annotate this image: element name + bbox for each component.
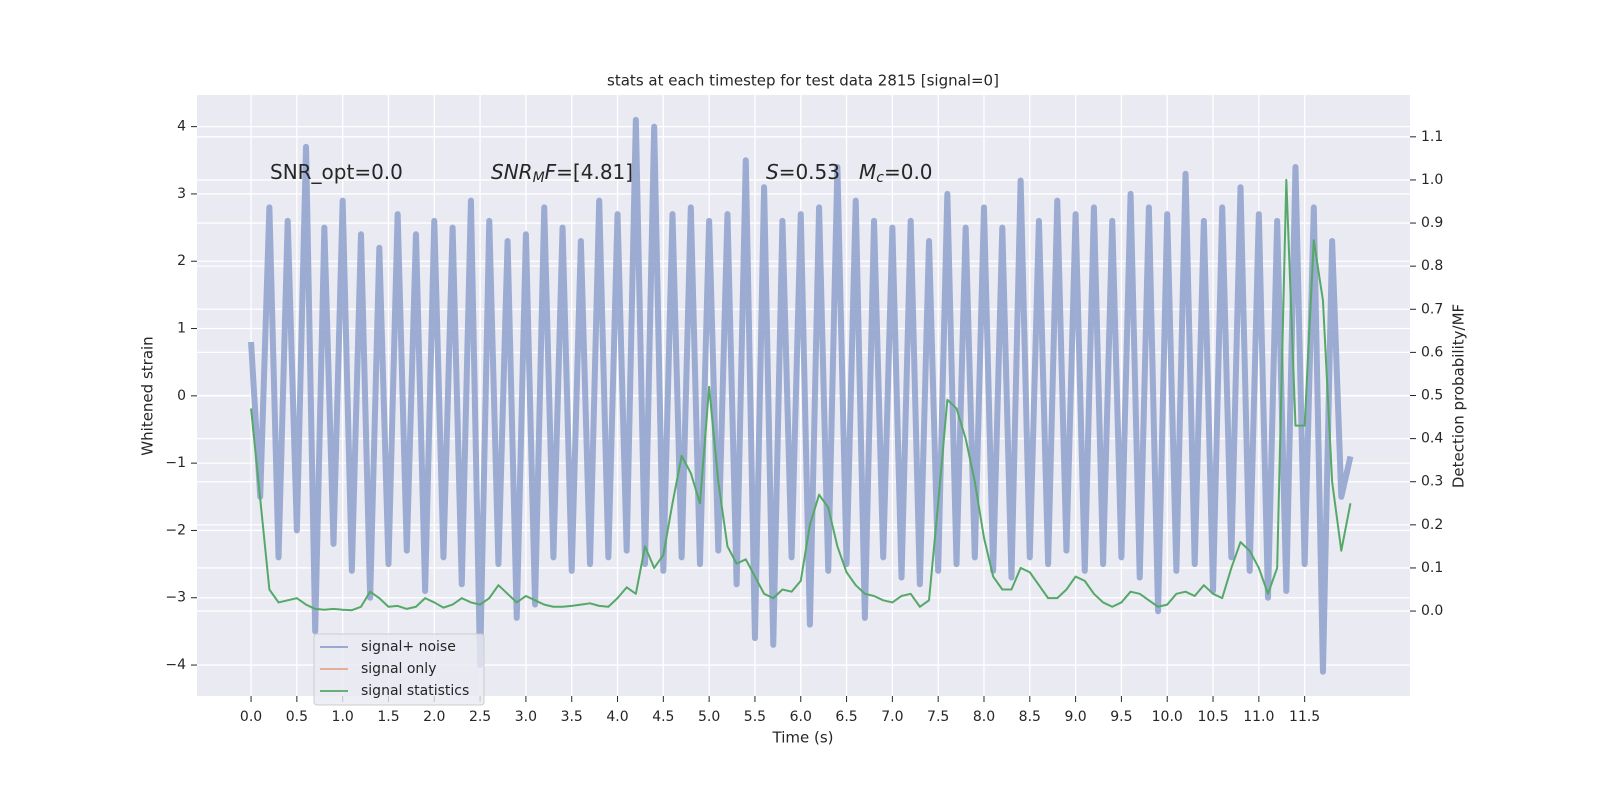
legend-label: signal statistics xyxy=(361,683,469,699)
annotation-part: F xyxy=(545,160,557,184)
x-tick-label: 1.0 xyxy=(332,709,354,725)
annotation-part: =[4.81] xyxy=(556,160,633,184)
x-tick-label: 0.0 xyxy=(240,709,262,725)
annotation: SNR_opt=0.0 xyxy=(270,160,403,184)
series-line xyxy=(250,178,1352,612)
y-tick-label: −3 xyxy=(165,590,186,606)
annotation: S=0.53 xyxy=(766,160,840,184)
y2-tick-label: 1.1 xyxy=(1421,129,1443,145)
x-tick-label: 6.0 xyxy=(790,709,812,725)
x-tick-label: 5.0 xyxy=(698,709,720,725)
y-tick-label: −2 xyxy=(165,522,186,538)
x-tick-label: 7.0 xyxy=(881,709,903,725)
x-tick-label: 10.5 xyxy=(1197,709,1228,725)
annotation-part: M xyxy=(859,160,876,184)
legend-label: signal+ noise xyxy=(361,639,456,655)
y-tick-label: 0 xyxy=(177,388,186,404)
legend-label: signal only xyxy=(361,661,436,677)
y2-tick-label: 0.4 xyxy=(1421,431,1443,447)
x-tick-label: 3.0 xyxy=(515,709,537,725)
y2-tick-label: 0.9 xyxy=(1421,215,1443,231)
y2-tick-label: 0.8 xyxy=(1421,258,1443,274)
y2-tick-label: 0.7 xyxy=(1421,301,1443,317)
y-tick-label: 1 xyxy=(177,321,186,337)
y-tick-label: 4 xyxy=(177,119,186,135)
x-axis-label: Time (s) xyxy=(772,729,834,747)
x-tick-label: 4.0 xyxy=(606,709,628,725)
x-tick-label: 11.0 xyxy=(1243,709,1274,725)
annotation-part: M xyxy=(533,170,545,186)
annotation-part: S xyxy=(766,160,779,184)
y-tick-label: −1 xyxy=(165,455,186,471)
x-tick-label: 8.0 xyxy=(973,709,995,725)
annotation-part: SNR_opt=0.0 xyxy=(270,160,403,184)
y2-tick-label: 0.5 xyxy=(1421,388,1443,404)
annotation-part: SNR xyxy=(491,160,533,184)
x-tick-label: 2.5 xyxy=(469,709,491,725)
y2-tick-label: 0.1 xyxy=(1421,560,1443,576)
y2-tick-label: 0.6 xyxy=(1421,344,1443,360)
x-tick-label: 9.5 xyxy=(1110,709,1132,725)
annotation-part: =0.53 xyxy=(779,160,840,184)
y-tick-label: −4 xyxy=(165,657,186,673)
x-tick-label: 4.5 xyxy=(652,709,674,725)
x-tick-label: 1.5 xyxy=(377,709,399,725)
y2-axis-label: Detection probability/MF xyxy=(1450,304,1468,488)
y2-tick-label: 0.3 xyxy=(1421,474,1443,490)
labels: 0.0 0.5 1.0 1.5 2.0 2.5 3.0 3.5 4.0 4.5 5.0 5.5 6.0 6… xyxy=(165,119,1443,725)
series-line xyxy=(248,116,1354,675)
y-axis-label: Whitened strain xyxy=(139,336,157,455)
x-tick-label: 11.5 xyxy=(1289,709,1320,725)
y-tick-label: 2 xyxy=(177,253,186,269)
chart-title: stats at each timestep for test data 281… xyxy=(607,72,999,90)
x-tick-label: 6.5 xyxy=(835,709,857,725)
x-tick-label: 10.0 xyxy=(1152,709,1183,725)
y2-tick-label: 0.2 xyxy=(1421,517,1443,533)
x-tick-label: 5.5 xyxy=(744,709,766,725)
annotation-part: c xyxy=(876,170,884,186)
x-tick-label: 8.5 xyxy=(1019,709,1041,725)
x-tick-label: 7.5 xyxy=(927,709,949,725)
x-tick-label: 2.0 xyxy=(423,709,445,725)
x-tick-label: 3.5 xyxy=(561,709,583,725)
x-tick-label: 0.5 xyxy=(286,709,308,725)
annotation: Mc=0.0 xyxy=(859,160,933,187)
x-tick-label: 9.0 xyxy=(1064,709,1086,725)
annotation-part: =0.0 xyxy=(884,160,933,184)
legend-box xyxy=(313,633,485,706)
annotation: SNRMF=[4.81] xyxy=(491,160,633,187)
marks xyxy=(248,116,1354,675)
y-tick-label: 3 xyxy=(177,186,186,202)
y2-tick-label: 0.0 xyxy=(1421,603,1443,619)
y2-tick-label: 1.0 xyxy=(1421,172,1443,188)
